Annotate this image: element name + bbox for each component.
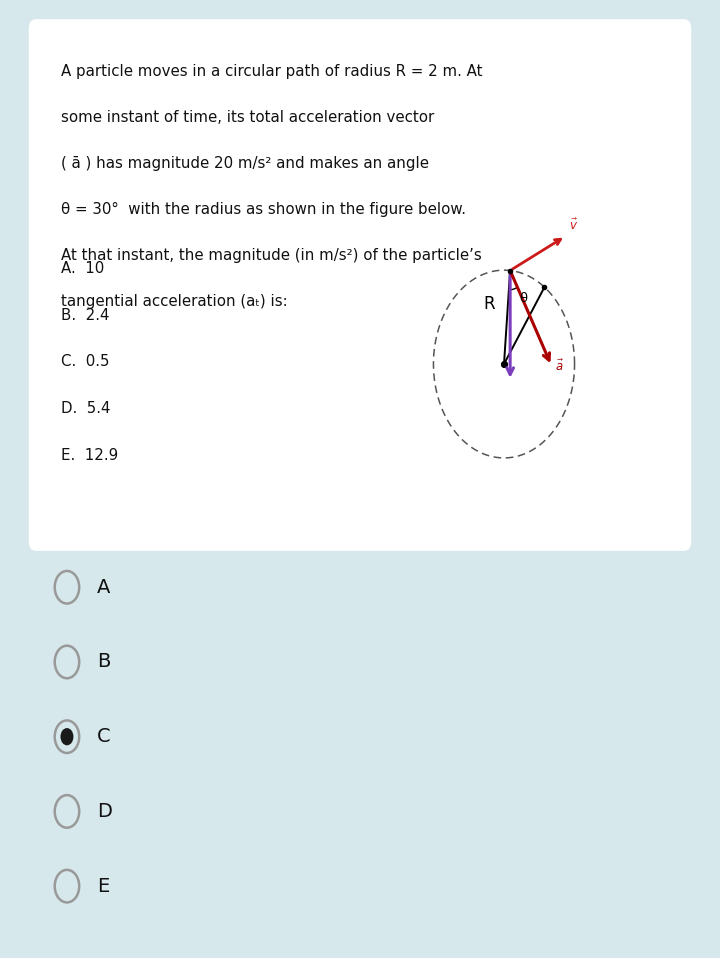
- Text: E: E: [97, 877, 109, 896]
- Text: C: C: [97, 727, 111, 746]
- Text: E.  12.9: E. 12.9: [61, 448, 118, 464]
- Text: ( ā ) has magnitude 20 m/s² and makes an angle: ( ā ) has magnitude 20 m/s² and makes an…: [61, 156, 429, 171]
- Text: At that instant, the magnitude (in m/s²) of the particle’s: At that instant, the magnitude (in m/s²)…: [61, 248, 482, 263]
- FancyBboxPatch shape: [29, 19, 691, 551]
- Text: A particle moves in a circular path of radius R = 2 m. At: A particle moves in a circular path of r…: [61, 64, 482, 80]
- Text: tangential acceleration (aₜ) is:: tangential acceleration (aₜ) is:: [61, 294, 288, 309]
- Text: some instant of time, its total acceleration vector: some instant of time, its total accelera…: [61, 110, 434, 125]
- Text: R: R: [484, 295, 495, 313]
- Text: $\vec{a}$: $\vec{a}$: [555, 359, 564, 375]
- Text: A: A: [97, 578, 111, 597]
- Text: θ = 30°  with the radius as shown in the figure below.: θ = 30° with the radius as shown in the …: [61, 202, 467, 217]
- Text: A.  10: A. 10: [61, 261, 104, 276]
- Text: $\vec{v}$: $\vec{v}$: [570, 218, 578, 233]
- Text: B: B: [97, 652, 111, 672]
- Text: D.  5.4: D. 5.4: [61, 401, 111, 417]
- Text: θ: θ: [519, 291, 527, 305]
- Circle shape: [60, 728, 73, 745]
- Text: C.  0.5: C. 0.5: [61, 354, 109, 370]
- Text: B.  2.4: B. 2.4: [61, 308, 109, 323]
- Text: D: D: [97, 802, 112, 821]
